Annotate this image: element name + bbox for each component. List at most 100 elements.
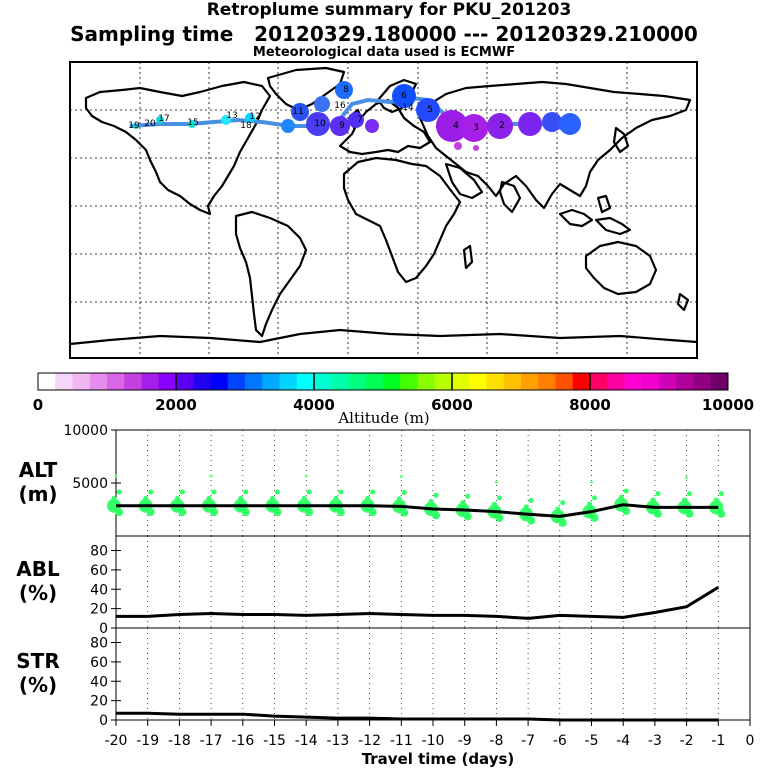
colorbar-tick: 10000	[702, 396, 754, 414]
alt-dot	[460, 510, 466, 516]
alt-dot	[178, 508, 187, 517]
colorbar-tick: 0	[33, 396, 43, 414]
y-tick-label: 60	[90, 655, 108, 671]
alt-dot	[400, 508, 409, 517]
colorbar-cell	[624, 373, 643, 390]
alt-dot	[146, 508, 155, 517]
plume-label: 6	[401, 91, 407, 101]
x-tick-label: -8	[489, 733, 503, 749]
colorbar-cell	[262, 373, 280, 390]
plume-label: 9	[339, 121, 345, 131]
alt-dot	[305, 508, 314, 517]
plume-label: 7	[357, 115, 363, 125]
y-axis-label: (%)	[19, 581, 57, 605]
x-tick-label: -4	[616, 733, 630, 749]
alt-dot	[304, 474, 308, 478]
colorbar-cell	[38, 373, 56, 390]
alt-dot	[685, 509, 694, 518]
alt-dot	[333, 495, 339, 501]
x-tick-label: -13	[326, 733, 349, 749]
alt-dot	[273, 508, 282, 517]
alt-dot	[301, 495, 307, 501]
alt-dot	[428, 499, 434, 505]
colorbar-tick: 2000	[155, 396, 197, 414]
alt-dot	[241, 508, 250, 517]
alt-dot	[143, 495, 149, 501]
colorbar-cell	[227, 373, 246, 390]
alt-dot	[590, 480, 593, 484]
alt-dot	[270, 506, 275, 512]
plume-label: 16	[334, 101, 346, 111]
y-tick-label: 80	[90, 636, 108, 652]
alt-dot	[465, 493, 471, 499]
alt-dot	[650, 508, 656, 514]
alt-dot	[270, 495, 275, 501]
y-axis-label: ALT	[19, 458, 58, 482]
plume-label: 20	[144, 119, 156, 129]
alt-dot	[460, 500, 466, 506]
colorbar-cell	[245, 373, 263, 390]
colorbar-cell	[141, 373, 160, 390]
y-tick-label: 0	[99, 621, 108, 637]
alt-dot	[682, 497, 688, 503]
alt-dot	[365, 506, 371, 512]
colorbar-cell	[72, 373, 91, 390]
y-tick-label: 5000	[72, 476, 108, 492]
alt-dot	[428, 509, 434, 515]
alt-dot	[111, 506, 117, 512]
colorbar-cell	[710, 373, 729, 390]
met-data-note: Meteorological data used is ECMWF	[252, 45, 516, 60]
alt-dot	[653, 509, 662, 518]
colorbar-cell	[486, 373, 505, 390]
alt-dot	[523, 504, 529, 510]
colorbar-cell	[469, 373, 487, 390]
colorbar-cell	[590, 373, 608, 390]
x-tick-label: -6	[553, 733, 567, 749]
series-line-str	[116, 711, 719, 722]
x-tick-label: -7	[521, 733, 535, 749]
x-tick-label: -20	[105, 733, 128, 749]
series-line-alt	[116, 503, 719, 518]
colorbar-cell	[365, 373, 384, 390]
x-tick-label: -5	[585, 733, 599, 749]
alt-dot	[717, 509, 726, 518]
plume-label: 10	[314, 119, 326, 129]
alt-dot	[111, 495, 117, 501]
alt-dot	[687, 491, 693, 497]
plume-label: 2	[499, 121, 505, 131]
chart-title: Retroplume summary for PKU_201203	[206, 0, 572, 20]
alt-dot	[174, 506, 180, 512]
alt-dot	[713, 497, 719, 503]
colorbar-label: Altitude (m)	[337, 409, 429, 427]
alt-dot	[555, 506, 561, 512]
colorbar-cell	[400, 373, 418, 390]
alt-dot	[179, 489, 185, 495]
alt-dot	[590, 513, 599, 522]
colorbar-cell	[314, 373, 332, 390]
alt-dot	[528, 497, 534, 503]
alt-dot	[527, 516, 536, 525]
alt-dot	[206, 506, 212, 512]
alt-dot	[338, 489, 344, 495]
colorbar-cell	[659, 373, 677, 390]
alt-dot	[623, 488, 629, 494]
plume-label: 3	[473, 123, 479, 133]
colorbar-cell	[676, 373, 694, 390]
coastlines	[69, 66, 698, 346]
colorbar-tick: 4000	[293, 396, 335, 414]
x-tick-label: -18	[168, 733, 191, 749]
alt-dot	[275, 489, 280, 495]
alt-dot	[655, 491, 661, 497]
alt-dot	[592, 495, 597, 501]
alt-dot	[558, 518, 567, 527]
colorbar-cell	[452, 373, 470, 390]
x-tick-label: -10	[422, 733, 445, 749]
alt-dot	[432, 511, 440, 520]
altitude-colorbar: 0 2000 4000 6000 8000 10000 Altitude (m)	[33, 372, 754, 427]
alt-dot	[555, 517, 561, 523]
y-axis-label: ABL	[16, 557, 60, 581]
y-tick-label: 80	[90, 544, 108, 560]
retroplume-trajectory	[129, 81, 581, 151]
y-tick-label: 20	[90, 602, 108, 618]
